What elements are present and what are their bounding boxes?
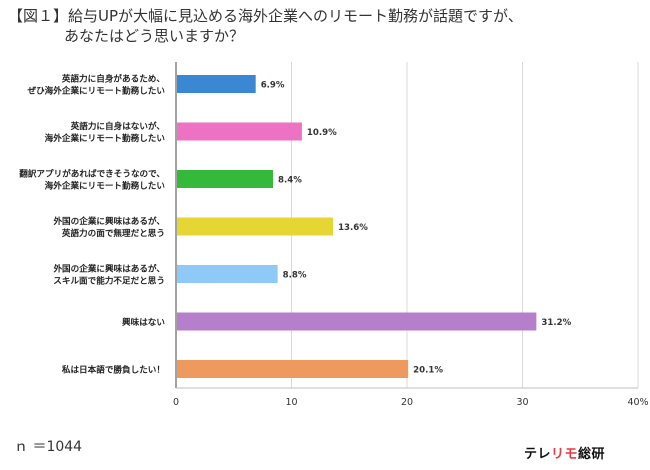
category-label: 翻訳アプリがあればできそうなので、 [19, 168, 165, 180]
category-label: ぜひ海外企業にリモート勤務したい [27, 85, 165, 97]
chart-title-line1: 【図１】給与UPが大幅に見込める海外企業へのリモート勤務が話題ですが、 [8, 7, 523, 25]
category-label: 外国の企業に興味はあるが、 [52, 263, 165, 275]
brand-logo: テレリモ総研 [524, 443, 605, 462]
category-labels: 英語力に自身があるため、ぜひ海外企業にリモート勤務したい英語力に自身はないが、海… [19, 73, 165, 376]
x-axis-ticks: 0 10 20 30 40% [173, 397, 649, 408]
value-label: 8.8% [283, 271, 307, 281]
x-tick-label: 20 [401, 397, 413, 408]
bar [177, 312, 537, 331]
value-label: 20.1% [413, 366, 443, 376]
bar [177, 170, 274, 188]
bar [177, 75, 256, 93]
category-label: 海外企業にリモート勤務したい [45, 180, 166, 192]
brand-text-accent: リモ [551, 447, 579, 462]
category-label: 英語力に自身はないが、 [70, 120, 165, 132]
chart-title-line2: あなたはどう思いますか？ [64, 27, 245, 45]
bar [177, 360, 409, 378]
value-label: 13.6% [338, 223, 368, 233]
category-label: 海外企業にリモート勤務したい [45, 132, 166, 144]
grid-lines [175, 62, 639, 389]
category-label: 興味はない [122, 316, 165, 328]
value-label: 8.4% [278, 176, 302, 186]
category-label: 英語力に自身があるため、 [61, 73, 165, 85]
category-label: 英語力の面で無理だと思う [61, 227, 165, 239]
sample-size-note: ｎ ＝1044 [14, 439, 83, 455]
bar [177, 265, 278, 283]
x-tick-label: 10 [285, 397, 297, 408]
value-label: 31.2% [541, 318, 571, 328]
x-tick-label: 0 [173, 397, 179, 408]
brand-text-pre: テレ [524, 447, 552, 462]
category-label: スキル面で能力不足だと思う [53, 275, 165, 287]
bar [177, 122, 302, 141]
value-label: 10.9% [307, 128, 337, 138]
category-label: 外国の企業に興味はあるが、 [52, 215, 165, 227]
x-tick-label: 30 [516, 397, 528, 408]
bar [177, 217, 334, 236]
brand-text-post: 総研 [578, 447, 606, 462]
chart-title: 【図１】給与UPが大幅に見込める海外企業へのリモート勤務が話題ですが、 あなたは… [8, 6, 638, 46]
bars [177, 75, 537, 378]
x-tick-label: 40% [627, 397, 648, 408]
category-label: 私は日本語で勝負したい！ [61, 364, 165, 376]
value-label: 6.9% [261, 81, 285, 91]
value-labels: 6.9% 10.9% 8.4% 13.6% 8.8% 31.2% 20.1% [261, 81, 572, 376]
